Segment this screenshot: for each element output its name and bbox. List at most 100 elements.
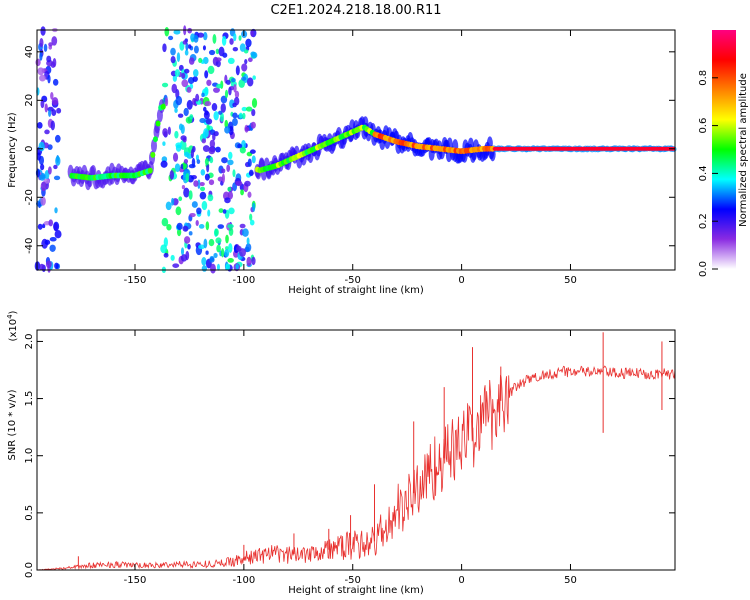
noise-blob <box>187 243 191 250</box>
noise-blob <box>198 224 205 229</box>
noise-blob <box>42 223 46 229</box>
noise-blob <box>160 244 168 254</box>
noise-blob <box>181 79 189 88</box>
noise-blob <box>176 222 183 231</box>
noise-blob <box>48 42 53 47</box>
ridge-point <box>155 120 161 127</box>
noise-blob <box>236 245 242 252</box>
noise-blob <box>249 149 256 154</box>
noise-blob <box>235 180 243 187</box>
noise-blob <box>252 202 256 212</box>
snr-x-tick-label: -150 <box>124 575 147 586</box>
snr-x-tick-label: 0 <box>458 575 464 586</box>
noise-blob <box>205 250 209 255</box>
snr-panel: -150 -100 -50 0 50 0.0 0.5 1.0 1.5 2.0 Height of… <box>6 310 676 596</box>
noise-blob <box>174 163 181 172</box>
noise-blob <box>241 106 247 112</box>
noise-blob <box>240 189 244 196</box>
noise-blob <box>179 140 187 151</box>
noise-blob <box>172 74 178 82</box>
noise-blob <box>54 230 62 239</box>
spectrogram-y-axis-label: Frequency (Hz) <box>7 112 18 188</box>
colorbar-gradient <box>712 30 736 269</box>
noise-blob <box>50 91 54 100</box>
noise-blob <box>48 219 54 227</box>
colorbar: 0.0 0.2 0.4 0.6 0.8 Normalized spectral ampl… <box>698 30 749 277</box>
noise-blob <box>165 201 172 211</box>
noise-blob <box>50 120 55 131</box>
noise-blob <box>232 112 238 119</box>
noise-blob <box>228 86 232 96</box>
noise-blob <box>208 179 215 186</box>
spectrogram-y-tick-label: 20 <box>24 94 35 107</box>
noise-blob <box>38 174 46 181</box>
noise-blob <box>181 185 186 190</box>
snr-y-tick-label: 0.5 <box>24 505 35 521</box>
noise-blob <box>162 128 168 137</box>
noise-blob <box>180 247 185 256</box>
noise-blob <box>209 156 214 164</box>
noise-blob <box>180 124 185 135</box>
noise-blob <box>245 106 253 112</box>
noise-blob <box>54 207 58 214</box>
noise-blob <box>237 143 243 149</box>
spectrogram-marks <box>34 25 677 274</box>
noise-blob <box>160 160 168 168</box>
noise-blob <box>185 172 190 183</box>
noise-blob <box>162 43 167 53</box>
noise-blob <box>224 197 231 204</box>
noise-blob <box>44 169 50 180</box>
snr-y-multiplier-base: (x10 <box>8 319 19 342</box>
snr-y-tick-label: 0.0 <box>24 562 35 578</box>
noise-blob <box>189 114 194 120</box>
noise-blob <box>171 83 178 94</box>
noise-blob <box>53 164 58 170</box>
noise-blob <box>245 38 252 48</box>
spectrogram-x-tick-label: 50 <box>564 275 577 286</box>
noise-blob <box>215 60 221 68</box>
snr-y-tick-label: 2.0 <box>24 333 35 349</box>
noise-blob <box>247 57 253 63</box>
noise-blob <box>216 263 220 271</box>
spectrogram-frame <box>36 29 676 271</box>
noise-blob <box>188 163 196 169</box>
noise-blob <box>215 57 222 62</box>
noise-blob <box>209 139 216 148</box>
noise-blob <box>52 78 59 86</box>
colorbar-tick-label: 0.8 <box>698 70 709 86</box>
noise-blob <box>246 256 252 267</box>
noise-blob <box>183 236 191 244</box>
noise-blob <box>201 265 208 272</box>
noise-blob <box>242 228 249 237</box>
noise-blob <box>217 224 225 229</box>
noise-blob <box>207 194 214 202</box>
colorbar-tick-label: 0.4 <box>698 165 709 181</box>
ridge-point <box>152 136 158 143</box>
noise-blob <box>177 113 184 118</box>
spectrogram-y-tick-label: 0 <box>24 146 35 152</box>
noise-blob <box>209 257 215 263</box>
noise-blob <box>40 99 45 109</box>
noise-blob <box>249 219 255 226</box>
noise-blob <box>210 263 216 274</box>
noise-blob <box>167 126 171 136</box>
noise-blob <box>208 49 216 56</box>
noise-blob <box>225 79 231 85</box>
noise-blob <box>250 121 256 129</box>
noise-blob <box>187 27 193 34</box>
noise-blob <box>54 134 61 143</box>
ridge-point <box>150 151 156 158</box>
noise-blob <box>163 252 169 258</box>
noise-blob <box>228 207 235 215</box>
noise-blob <box>186 86 192 93</box>
noise-blob <box>39 263 45 271</box>
ridge-point <box>147 167 153 174</box>
noise-blob <box>186 99 193 110</box>
noise-blob <box>170 47 176 56</box>
noise-blob <box>49 244 56 252</box>
noise-blob <box>247 158 252 167</box>
noise-blob <box>172 152 179 162</box>
noise-blob <box>184 49 189 56</box>
spectrogram-panel: -150 -100 -50 0 50 -40 -20 0 20 40 Height of str… <box>7 25 677 296</box>
noise-blob <box>211 103 218 112</box>
